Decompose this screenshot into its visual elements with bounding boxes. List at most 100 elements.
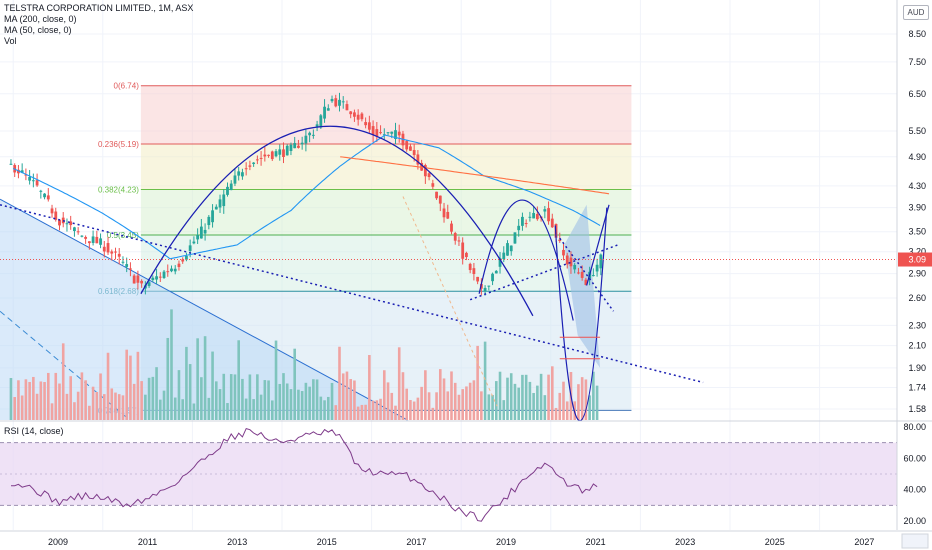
chart-legend: TELSTRA CORPORATION LIMITED., 1M, ASX MA… bbox=[4, 3, 193, 47]
price-tick-label: 7.50 bbox=[908, 57, 926, 67]
wedge-dotted-line bbox=[559, 237, 615, 312]
volume-bar bbox=[502, 400, 506, 420]
candle-body bbox=[87, 241, 91, 244]
volume-bar bbox=[35, 393, 39, 420]
small-arc bbox=[478, 199, 574, 321]
volume-bar bbox=[457, 394, 461, 420]
candle-body bbox=[345, 104, 349, 111]
price-tick-label: 5.50 bbox=[908, 126, 926, 136]
time-tick-label: 2009 bbox=[48, 537, 68, 547]
candle-body bbox=[237, 171, 241, 176]
volume-bar bbox=[226, 403, 229, 420]
time-tick-label: 2013 bbox=[227, 537, 247, 547]
candle-body bbox=[487, 285, 491, 287]
volume-bar bbox=[73, 402, 76, 420]
candle-body bbox=[222, 194, 226, 207]
volume-label: Vol bbox=[4, 36, 17, 46]
candle-body bbox=[259, 157, 263, 159]
volume-bar bbox=[95, 391, 99, 420]
breakout-line bbox=[586, 204, 610, 286]
volume-bar bbox=[50, 403, 54, 420]
price-tick-label: 4.90 bbox=[908, 152, 926, 162]
candle-body bbox=[521, 216, 524, 226]
candle-body bbox=[293, 143, 297, 149]
volume-bar bbox=[162, 390, 166, 420]
candle-body bbox=[498, 258, 502, 267]
volume-bar bbox=[136, 351, 140, 420]
volume-bar bbox=[368, 355, 371, 420]
candle-body bbox=[308, 132, 312, 136]
candle-body bbox=[591, 275, 595, 277]
fib-level-label: 0(6.74) bbox=[114, 82, 140, 91]
candle-body bbox=[330, 98, 334, 102]
volume-bar bbox=[565, 401, 569, 420]
volume-bar bbox=[435, 392, 438, 420]
candle-body bbox=[304, 135, 308, 144]
wedge-zone bbox=[564, 204, 601, 368]
price-tick-label: 3.90 bbox=[908, 203, 926, 213]
volume-bar bbox=[390, 392, 394, 420]
candle-body bbox=[509, 245, 513, 252]
price-tick-label: 6.50 bbox=[908, 89, 926, 99]
candle-body bbox=[35, 180, 39, 186]
volume-bar bbox=[330, 382, 334, 420]
candle-body bbox=[136, 275, 140, 283]
currency-button[interactable]: AUD bbox=[903, 5, 929, 20]
fib-level-label: 0.382(4.23) bbox=[98, 186, 139, 195]
candle-body bbox=[341, 101, 345, 103]
volume-bar bbox=[304, 382, 308, 420]
volume-bar bbox=[297, 389, 300, 420]
volume-bar bbox=[99, 373, 102, 420]
price-tick-label: 3.50 bbox=[908, 227, 926, 237]
candle-body bbox=[24, 174, 28, 176]
volume-bar bbox=[259, 394, 263, 420]
candle-body bbox=[502, 252, 506, 260]
candle-body bbox=[203, 229, 207, 234]
ma200-line bbox=[340, 156, 610, 195]
candle-body bbox=[375, 129, 379, 137]
volume-bar bbox=[468, 382, 472, 420]
candle-body bbox=[431, 183, 435, 187]
volume-bar bbox=[480, 391, 483, 420]
volume-bar bbox=[375, 400, 379, 420]
candle-body bbox=[569, 257, 573, 267]
volume-bar bbox=[584, 379, 588, 420]
volume-bar bbox=[539, 373, 543, 420]
volume-bar bbox=[114, 392, 117, 420]
volume-bar bbox=[547, 374, 550, 420]
volume-bar bbox=[360, 404, 364, 420]
volume-bar bbox=[427, 392, 431, 420]
volume-bar bbox=[592, 371, 595, 420]
volume-bar bbox=[233, 374, 237, 420]
candle-body bbox=[483, 287, 487, 292]
time-tick-label: 2021 bbox=[586, 537, 606, 547]
last-price-label: 3.09 bbox=[908, 255, 926, 265]
fib-zone bbox=[140, 85, 632, 144]
volume-bar bbox=[580, 377, 584, 420]
ma200-label: MA (200, close, 0) bbox=[4, 14, 77, 24]
candle-body bbox=[267, 154, 270, 156]
fib-zone bbox=[140, 143, 632, 190]
volume-bar bbox=[461, 389, 464, 420]
candle-body bbox=[423, 165, 427, 177]
volume-bar bbox=[401, 372, 405, 420]
price-tick-label: 2.60 bbox=[908, 293, 926, 303]
candle-body bbox=[450, 223, 453, 232]
candle-body bbox=[199, 226, 203, 239]
candle-body bbox=[80, 235, 84, 237]
candle-body bbox=[338, 99, 341, 106]
candle-body bbox=[162, 271, 166, 278]
volume-bar bbox=[412, 401, 416, 420]
volume-bar bbox=[562, 381, 565, 420]
candle-body bbox=[110, 251, 114, 254]
rsi-line bbox=[11, 427, 598, 522]
candle-body bbox=[397, 131, 401, 136]
volume-bar bbox=[364, 404, 367, 420]
volume-bar bbox=[76, 391, 80, 420]
candle-body bbox=[382, 134, 386, 136]
last-price-badge bbox=[898, 252, 932, 267]
volume-bar bbox=[267, 380, 270, 420]
candle-body bbox=[580, 271, 584, 278]
volume-bar bbox=[248, 374, 252, 420]
